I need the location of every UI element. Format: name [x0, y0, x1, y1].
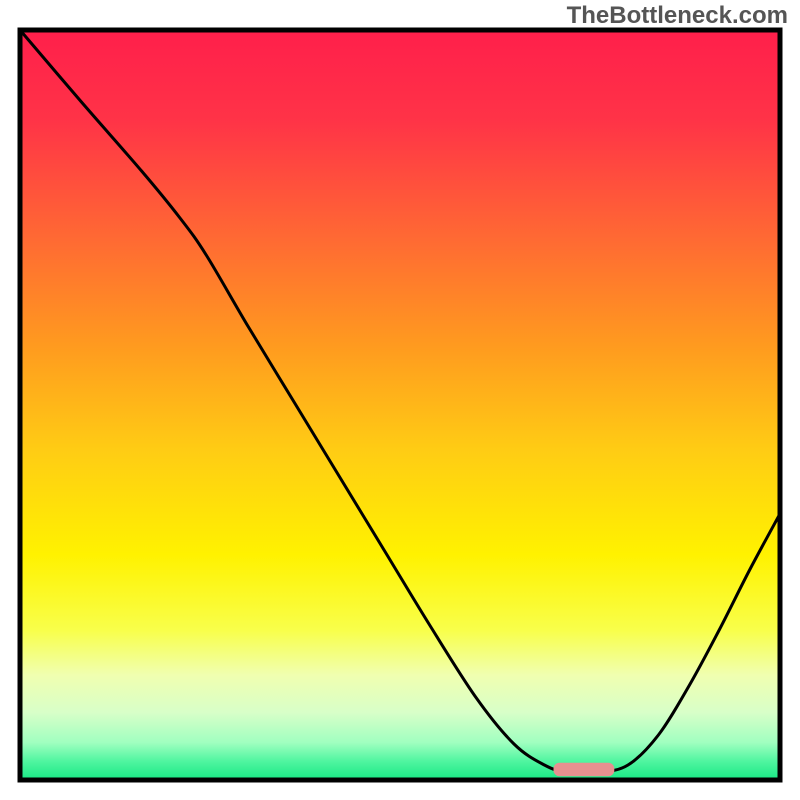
gradient-background	[20, 30, 780, 780]
chart-svg	[0, 0, 800, 800]
bottleneck-chart: TheBottleneck.com	[0, 0, 800, 800]
optimal-zone-marker	[554, 763, 615, 777]
